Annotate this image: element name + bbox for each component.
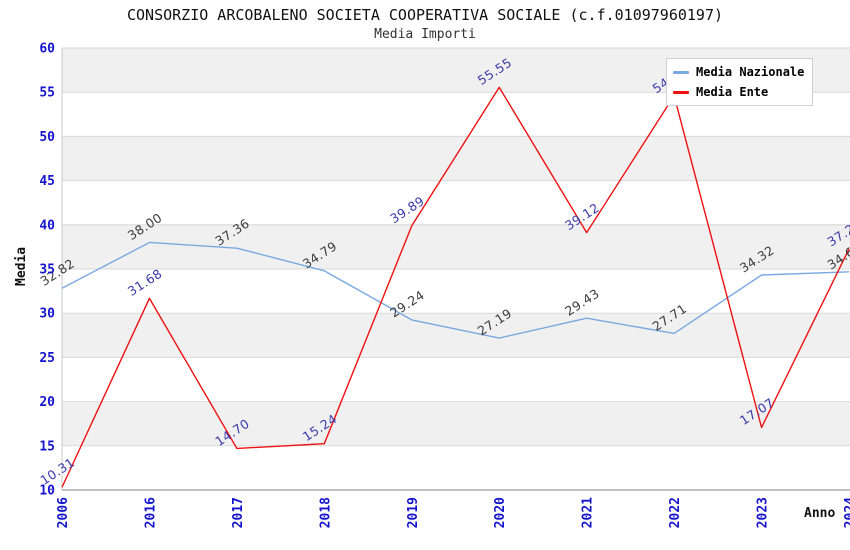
chart-subtitle: Media Importi	[374, 27, 476, 42]
y-tick-label-50: 50	[39, 130, 55, 145]
y-tick-label-40: 40	[39, 218, 55, 233]
legend-swatch-media-ente	[673, 90, 689, 94]
x-tick-label-2017: 2017	[231, 497, 246, 528]
series-line-1	[61, 86, 850, 488]
y-axis-title: Media	[14, 246, 29, 286]
plot-band	[62, 224, 850, 269]
y-tick-label-30: 30	[39, 307, 55, 322]
y-tick-label-55: 55	[39, 86, 55, 101]
x-tick-label-2021: 2021	[581, 497, 596, 528]
legend-label-media-ente: Media Ente	[696, 85, 769, 99]
x-tick-label-2019: 2019	[406, 497, 421, 528]
legend-swatch-media-nazionale	[673, 70, 689, 74]
y-tick-label-35: 35	[39, 263, 55, 278]
y-tick-label-10: 10	[39, 484, 55, 499]
plot-band	[62, 136, 850, 181]
x-tick-label-2006: 2006	[56, 497, 71, 528]
x-tick-label-2022: 2022	[668, 497, 683, 528]
y-tick-label-20: 20	[39, 395, 55, 410]
x-tick-label-2016: 2016	[143, 497, 158, 528]
y-tick-label-25: 25	[39, 351, 55, 366]
x-tick-label-2018: 2018	[318, 497, 333, 528]
x-tick-label-2020: 2020	[493, 497, 508, 528]
legend: Media Nazionale Media Ente	[666, 58, 814, 106]
y-tick-label-60: 60	[39, 42, 55, 57]
x-tick-label-2023: 2023	[756, 497, 771, 528]
y-tick-label-45: 45	[39, 174, 55, 189]
plot-band	[62, 401, 850, 446]
y-tick-label-15: 15	[39, 439, 55, 454]
x-tick-label-2024: 2024	[843, 497, 850, 528]
plot-band	[62, 313, 850, 358]
x-axis-title: Anno	[804, 506, 836, 521]
legend-item-media-nazionale: Media Nazionale	[673, 65, 804, 79]
series-line-0	[61, 241, 850, 339]
legend-label-media-nazionale: Media Nazionale	[696, 65, 805, 79]
data-label-1-2016: 31.68	[125, 266, 165, 299]
chart-title: CONSORZIO ARCOBALENO SOCIETA COOPERATIVA…	[126, 6, 724, 24]
legend-item-media-ente: Media Ente	[673, 85, 804, 99]
